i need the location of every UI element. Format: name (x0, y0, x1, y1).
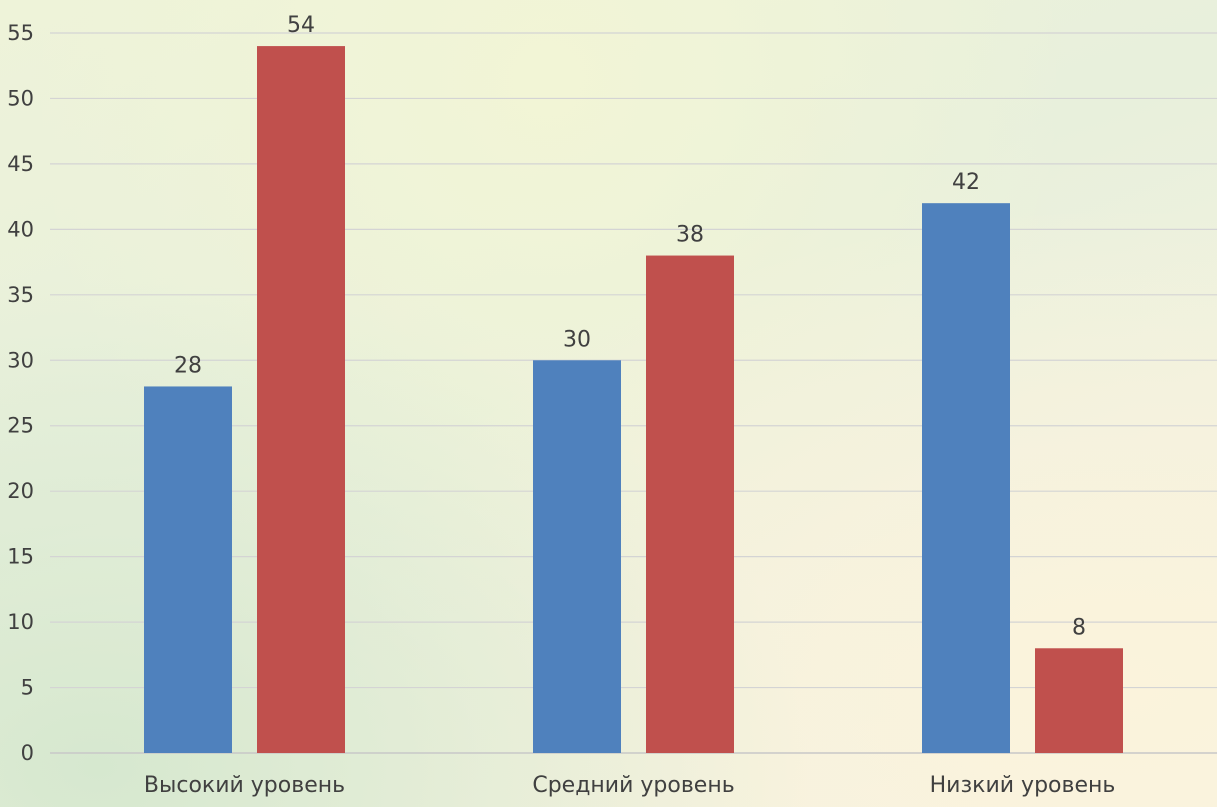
y-axis-ticks: 0 5 10 15 20 25 30 35 40 45 50 55 (7, 21, 34, 765)
y-tick-label: 55 (7, 21, 34, 45)
y-tick-label: 10 (7, 610, 34, 634)
x-category-label: Низкий уровень (930, 773, 1116, 798)
bars (144, 46, 1123, 754)
y-tick-label: 40 (7, 217, 34, 241)
x-category-label: Высокий уровень (144, 773, 345, 798)
bar-series-2-cat-3 (1035, 648, 1123, 753)
y-tick-label: 15 (7, 545, 34, 569)
data-label-series-1-cat-2: 30 (563, 327, 591, 352)
bar-series-2-cat-1 (257, 46, 345, 754)
y-tick-label: 30 (7, 348, 34, 372)
x-category-label: Средний уровень (532, 773, 734, 798)
y-tick-label: 45 (7, 152, 34, 176)
bar-series-1-cat-3 (922, 203, 1010, 753)
bar-series-1-cat-2 (533, 360, 621, 753)
data-labels: 28 54 30 38 42 8 (174, 13, 1086, 640)
bar-series-2-cat-2 (646, 255, 734, 753)
data-label-series-2-cat-3: 8 (1072, 615, 1086, 640)
data-label-series-1-cat-1: 28 (174, 353, 202, 378)
data-label-series-1-cat-3: 42 (952, 170, 980, 195)
y-tick-label: 35 (7, 283, 34, 307)
data-label-series-2-cat-2: 38 (676, 223, 704, 248)
x-axis-categories: Высокий уровень Средний уровень Низкий уро… (144, 773, 1115, 798)
y-tick-label: 25 (7, 414, 34, 438)
y-tick-label: 20 (7, 479, 34, 503)
y-tick-label: 50 (7, 86, 34, 110)
data-label-series-2-cat-1: 54 (287, 13, 315, 38)
y-tick-label: 0 (21, 741, 34, 765)
grid-lines (50, 32, 1217, 754)
bar-series-1-cat-1 (144, 386, 232, 753)
y-tick-label: 5 (21, 676, 34, 700)
